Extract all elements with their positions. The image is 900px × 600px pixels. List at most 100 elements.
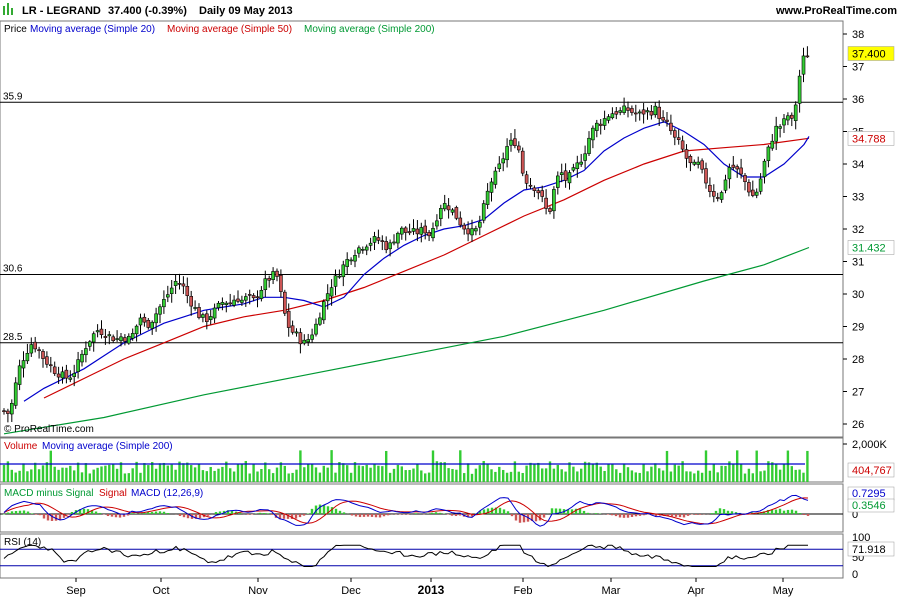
candle-body (357, 247, 361, 254)
candle-body (76, 359, 80, 372)
candle-body (501, 158, 506, 164)
candle-body (103, 336, 108, 338)
price-tick-label: 38 (852, 29, 864, 41)
macd-histogram-bar (350, 514, 354, 516)
ma200-line (3, 246, 810, 435)
candle-body (446, 205, 451, 211)
candle-body (579, 161, 584, 165)
volume-bar (498, 466, 501, 482)
candle-body (333, 275, 338, 287)
volume-bar (603, 470, 606, 482)
macd-histogram-bar (342, 512, 346, 514)
candle-body (193, 307, 197, 309)
volume-bar (119, 462, 123, 482)
volume-bar (342, 463, 345, 482)
macd-histogram-bar (678, 514, 682, 518)
macd-histogram-bar (466, 514, 470, 518)
candle-body (341, 264, 346, 278)
volume-bar (494, 471, 497, 482)
candle-body (598, 123, 603, 126)
volume-bar (151, 462, 154, 482)
candle-body (454, 207, 459, 219)
volume-bar (244, 460, 247, 482)
volume-bar (41, 465, 45, 482)
candle-body (610, 113, 615, 119)
macd-histogram-bar (470, 514, 474, 517)
macd-histogram-bar (538, 514, 542, 521)
volume-bar (158, 463, 162, 482)
candle-body (497, 163, 502, 170)
candle-body (251, 295, 256, 299)
value-tag-box (847, 131, 895, 146)
candle-body (60, 371, 65, 379)
candle-body (419, 227, 424, 235)
price-tick-label: 36 (852, 94, 864, 106)
volume-bar (326, 467, 329, 482)
volume-bar (517, 471, 520, 482)
macd-histogram-bar (506, 511, 510, 514)
volume-bar (650, 466, 653, 482)
macd-histogram-bar (98, 512, 102, 514)
candle-body (731, 164, 736, 168)
macd-histogram-bar (806, 514, 810, 516)
candle-body (735, 166, 740, 170)
volume-bar (736, 450, 739, 482)
candle-body (275, 270, 279, 277)
candle-body (290, 325, 295, 333)
candle-body (602, 118, 607, 126)
volume-bar (178, 461, 181, 482)
volume-bar (353, 462, 357, 482)
price-tick-label: 28 (852, 354, 864, 366)
volume-bar (318, 472, 322, 482)
candle-body (704, 168, 708, 184)
macd-histogram-bar (214, 512, 218, 514)
candle-body (325, 293, 330, 302)
macd-histogram-bar (46, 514, 50, 521)
candle-body (166, 294, 170, 298)
price-tags: 37.400 34.788 31.432 (847, 46, 895, 255)
volume-bar (654, 463, 657, 482)
volume-bar (190, 465, 193, 482)
ma200-series (3, 246, 810, 435)
volume-bar (669, 471, 673, 482)
volume-bar (209, 466, 212, 482)
candle-body (626, 107, 630, 111)
candle-body (29, 344, 34, 354)
candle-body (594, 122, 599, 131)
volume-bar (763, 470, 766, 482)
volume-bar (798, 469, 801, 482)
volume-bar (611, 464, 614, 482)
macd-histogram-bar (310, 508, 314, 514)
candle-body (52, 366, 57, 374)
horizontal-lines: 35.9 30.6 28.5 (0, 91, 843, 344)
macd-histogram-bar (338, 510, 342, 514)
legend-macd-hist: MACD minus Signal (4, 488, 93, 499)
volume-bar (225, 461, 228, 482)
volume-series (0, 450, 809, 482)
value-tag-label: 37.400 (852, 49, 886, 61)
candle-body (786, 115, 790, 121)
site-link[interactable]: www.ProRealTime.com (775, 5, 897, 17)
candle-body (743, 175, 747, 183)
candle-body (337, 275, 342, 278)
macd-histogram-bar (578, 508, 582, 514)
x-tick-label: Apr (687, 585, 704, 597)
support-line-label: 28.5 (3, 332, 23, 343)
macd-histogram-bar (610, 514, 614, 516)
candle-body (220, 302, 225, 305)
candle-body (318, 317, 322, 325)
volume-bar (322, 465, 325, 482)
candle-body (368, 242, 373, 246)
macd-histogram-bar (94, 511, 98, 514)
volume-bar (630, 470, 634, 482)
candle-body (364, 246, 369, 251)
candle-body (450, 209, 455, 213)
candle-body (286, 310, 291, 328)
volume-bar (564, 471, 567, 482)
volume-bar (716, 472, 719, 482)
macd-histogram-bar (34, 514, 38, 515)
volume-bar (404, 470, 407, 482)
candle-body (142, 316, 147, 323)
candle-body (360, 248, 365, 251)
